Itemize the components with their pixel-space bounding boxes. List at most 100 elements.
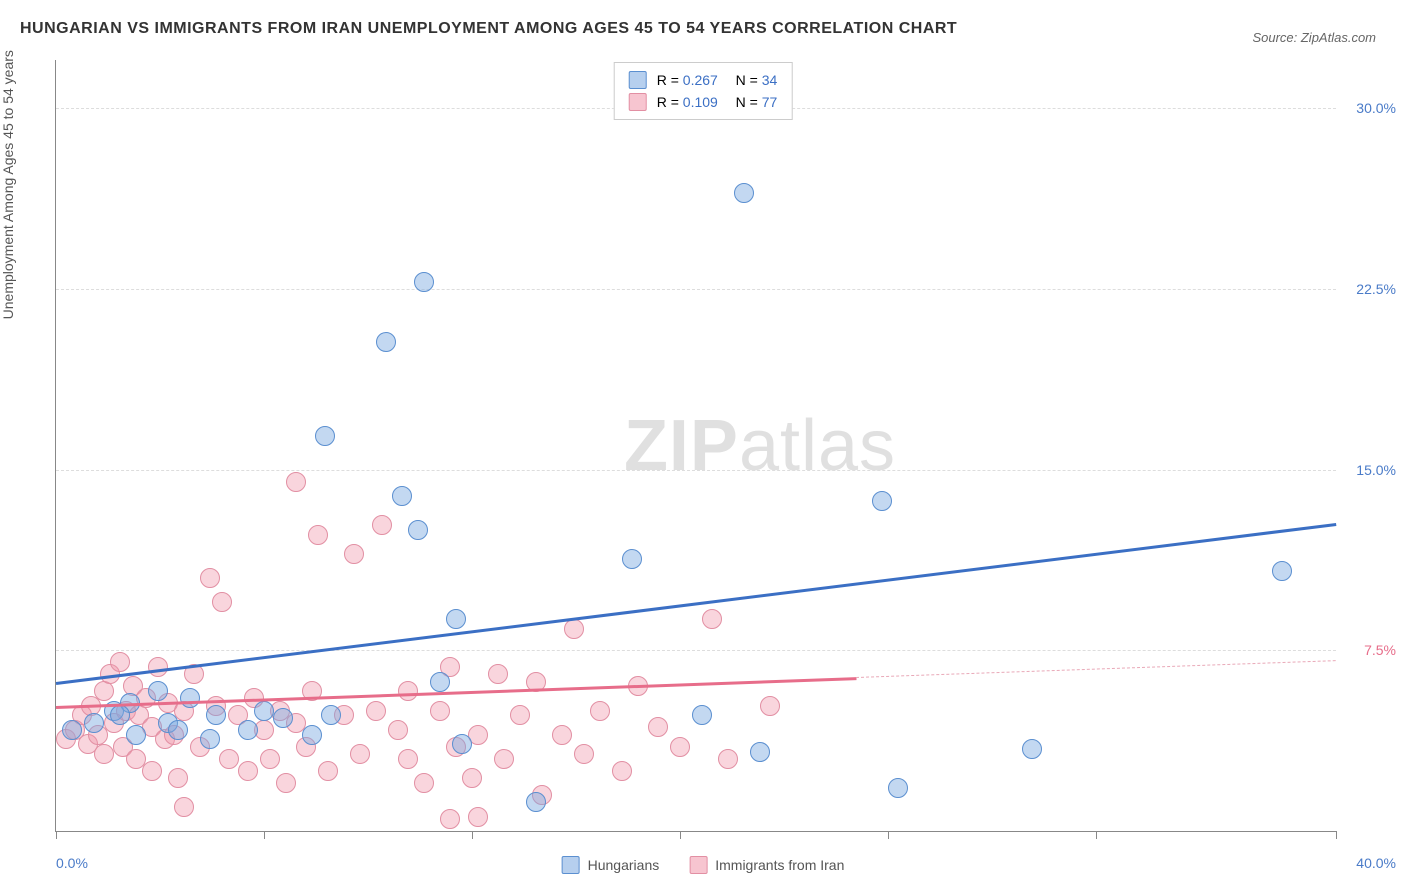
data-point [552, 725, 572, 745]
data-point [872, 491, 892, 511]
data-point [286, 472, 306, 492]
data-point [110, 705, 130, 725]
data-point [648, 717, 668, 737]
legend-label: Hungarians [588, 857, 660, 873]
data-point [612, 761, 632, 781]
data-point [488, 664, 508, 684]
y-tick-label: 30.0% [1356, 100, 1396, 116]
stats-row: R = 0.109 N = 77 [629, 91, 778, 113]
data-point [452, 734, 472, 754]
data-point [168, 720, 188, 740]
data-point [468, 807, 488, 827]
data-point [308, 525, 328, 545]
data-point [302, 725, 322, 745]
gridline [56, 650, 1336, 651]
y-tick-label: 7.5% [1364, 642, 1396, 658]
stats-row: R = 0.267 N = 34 [629, 69, 778, 91]
data-point [212, 592, 232, 612]
x-tick [472, 831, 473, 839]
data-point [670, 737, 690, 757]
trend-line [56, 523, 1336, 684]
data-point [564, 619, 584, 639]
x-tick [56, 831, 57, 839]
data-point [494, 749, 514, 769]
data-point [414, 773, 434, 793]
data-point [692, 705, 712, 725]
data-point [574, 744, 594, 764]
stat-n-label: N = 77 [728, 94, 777, 110]
data-point [168, 768, 188, 788]
data-point [392, 486, 412, 506]
data-point [1022, 739, 1042, 759]
data-point [590, 701, 610, 721]
trend-line [56, 677, 856, 708]
data-point [200, 729, 220, 749]
data-point [62, 720, 82, 740]
data-point [260, 749, 280, 769]
data-point [206, 705, 226, 725]
data-point [180, 688, 200, 708]
legend-swatch [562, 856, 580, 874]
data-point [718, 749, 738, 769]
data-point [440, 809, 460, 829]
y-tick-label: 15.0% [1356, 462, 1396, 478]
data-point [622, 549, 642, 569]
x-tick [1096, 831, 1097, 839]
chart-plot-area: ZIPatlas 7.5%15.0%22.5%30.0%0.0%40.0% [55, 60, 1336, 832]
legend-label: Immigrants from Iran [715, 857, 844, 873]
stat-n-label: N = 34 [728, 72, 777, 88]
y-tick-label: 22.5% [1356, 281, 1396, 297]
legend-swatch [629, 93, 647, 111]
data-point [888, 778, 908, 798]
data-point [238, 761, 258, 781]
x-tick [680, 831, 681, 839]
data-point [148, 681, 168, 701]
data-point [321, 705, 341, 725]
data-point [430, 701, 450, 721]
stats-legend: R = 0.267 N = 34R = 0.109 N = 77 [614, 62, 793, 120]
data-point [702, 609, 722, 629]
data-point [388, 720, 408, 740]
data-point [734, 183, 754, 203]
y-axis-label: Unemployment Among Ages 45 to 54 years [0, 50, 16, 319]
data-point [219, 749, 239, 769]
data-point [84, 713, 104, 733]
stat-r-label: R = 0.267 [657, 72, 718, 88]
data-point [142, 761, 162, 781]
data-point [414, 272, 434, 292]
chart-title: HUNGARIAN VS IMMIGRANTS FROM IRAN UNEMPL… [20, 20, 957, 38]
gridline [56, 470, 1336, 471]
data-point [110, 652, 130, 672]
data-point [398, 681, 418, 701]
data-point [446, 609, 466, 629]
data-point [1272, 561, 1292, 581]
watermark: ZIPatlas [624, 405, 896, 487]
data-point [372, 515, 392, 535]
source-label: Source: ZipAtlas.com [1252, 30, 1376, 45]
trend-line [856, 660, 1336, 678]
data-point [750, 742, 770, 762]
x-tick [264, 831, 265, 839]
series-legend: Hungarians Immigrants from Iran [562, 856, 845, 874]
legend-item: Immigrants from Iran [689, 856, 844, 874]
data-point [94, 744, 114, 764]
data-point [430, 672, 450, 692]
data-point [276, 773, 296, 793]
data-point [366, 701, 386, 721]
stat-r-label: R = 0.109 [657, 94, 718, 110]
data-point [462, 768, 482, 788]
data-point [126, 725, 146, 745]
data-point [318, 761, 338, 781]
data-point [273, 708, 293, 728]
data-point [350, 744, 370, 764]
x-tick [888, 831, 889, 839]
data-point [408, 520, 428, 540]
data-point [526, 792, 546, 812]
data-point [200, 568, 220, 588]
x-tick-label: 0.0% [56, 855, 88, 871]
x-tick [1336, 831, 1337, 839]
data-point [398, 749, 418, 769]
legend-item: Hungarians [562, 856, 660, 874]
data-point [315, 426, 335, 446]
data-point [760, 696, 780, 716]
